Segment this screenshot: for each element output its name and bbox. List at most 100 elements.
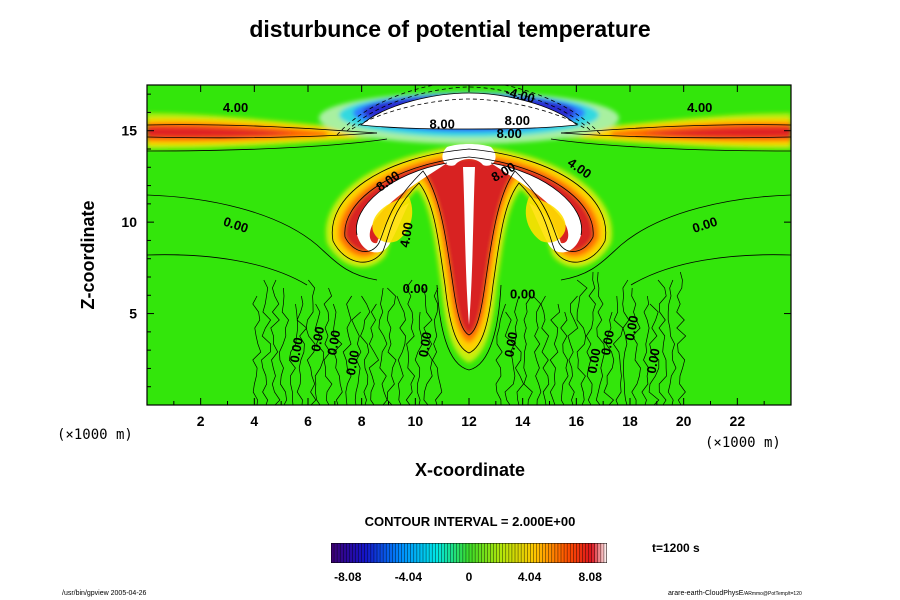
y-axis-unit: (×1000 m): [57, 427, 133, 443]
colorbar-cell: [444, 543, 448, 563]
colorbar-cell: [364, 543, 369, 563]
x-tick-label: 22: [730, 413, 746, 429]
colorbar-cell: [465, 543, 470, 563]
colorbar-cell: [521, 543, 525, 563]
colorbar-cell: [441, 543, 445, 563]
contour-field: -4.004.00 4.008.00 8.008.004.008.00 8.004.0…: [147, 85, 791, 405]
x-tick-label: 20: [676, 413, 692, 429]
colorbar-cell: [389, 543, 393, 563]
y-tick-label: 10: [121, 214, 137, 230]
colorbar-cell: [484, 543, 488, 563]
x-tick-label: 4: [250, 413, 258, 429]
colorbar-cell: [355, 543, 359, 563]
colorbar-cell: [416, 543, 421, 563]
colorbar-cell: [380, 543, 384, 563]
colorbar-cell: [508, 543, 513, 563]
x-tick-label: 6: [304, 413, 312, 429]
colorbar-cell: [597, 543, 602, 563]
colorbar-tick-label: -8.08: [334, 570, 362, 584]
contour-label: 0.00: [403, 281, 428, 296]
x-tick-label: 2: [197, 413, 205, 429]
colorbar-cell: [542, 543, 546, 563]
colorbar-cell: [373, 543, 378, 563]
colorbar-cell: [594, 543, 599, 563]
time-label: t=1200 s: [652, 541, 700, 555]
colorbar-cell: [524, 543, 528, 563]
colorbar-cell: [331, 543, 335, 563]
colorbar-cell: [478, 543, 482, 563]
colorbar: [331, 543, 607, 563]
colorbar-cell: [352, 543, 356, 563]
colorbar-cell: [398, 543, 402, 563]
contour-interval: CONTOUR INTERVAL = 2.000E+00: [364, 514, 576, 529]
colorbar-cell: [413, 543, 418, 563]
colorbar-cell: [423, 543, 427, 563]
y-axis-label: Z-coordinate: [78, 200, 98, 310]
colorbar-cell: [551, 543, 556, 563]
colorbar-cell: [346, 543, 350, 563]
colorbar-cell: [453, 543, 458, 563]
colorbar-cell: [487, 543, 491, 563]
colorbar-cell: [576, 543, 580, 563]
colorbar-cell: [579, 543, 583, 563]
colorbar-cell: [539, 543, 543, 563]
x-axis-label: X-coordinate: [414, 460, 525, 480]
contour-label: 4.00: [223, 100, 248, 115]
colorbar-cell: [511, 543, 516, 563]
colorbar-cell: [490, 543, 494, 563]
colorbar-cell: [518, 543, 522, 563]
colorbar-cell: [527, 543, 531, 563]
colorbar-tick-label: 4.04: [518, 570, 542, 584]
colorbar-cell: [343, 543, 347, 563]
colorbar-cell: [561, 543, 565, 563]
contour-label: 0.00: [510, 287, 535, 302]
contour-label: 8.00: [430, 117, 455, 132]
colorbar-cell: [493, 543, 497, 563]
x-tick-label: 8: [358, 413, 366, 429]
footer-right: arare-earth-CloudPhysE/ARmmo@PotTemp/t=1…: [668, 590, 802, 597]
colorbar-cell: [447, 543, 451, 563]
colorbar-cell: [588, 543, 592, 563]
footer-left: /usr/bin/gpview 2005-04-26: [62, 590, 147, 597]
y-tick-label: 15: [121, 123, 137, 139]
x-tick-label: 12: [461, 413, 477, 429]
x-axis-unit: (×1000 m): [705, 435, 781, 451]
colorbar-cell: [395, 543, 399, 563]
colorbar-tick-label: 8.08: [579, 570, 603, 584]
colorbar-cell: [564, 543, 568, 563]
colorbar-cell: [469, 543, 473, 563]
colorbar-cell: [450, 543, 454, 563]
colorbar-cell: [456, 543, 461, 563]
colorbar-cell: [349, 543, 353, 563]
colorbar-cell: [475, 543, 479, 563]
colorbar-cell: [603, 543, 607, 563]
colorbar-cell: [499, 543, 504, 563]
colorbar-cell: [407, 543, 412, 563]
colorbar-cell: [505, 543, 510, 563]
colorbar-cell: [496, 543, 500, 563]
colorbar-cell: [582, 543, 586, 563]
colorbar-cell: [386, 543, 390, 563]
colorbar-cell: [502, 543, 507, 563]
x-tick-label: 10: [408, 413, 424, 429]
colorbar-tick-label: -4.04: [395, 570, 423, 584]
contour-label: 8.00: [497, 126, 522, 141]
colorbar-cell: [337, 543, 341, 563]
colorbar-cell: [554, 543, 559, 563]
colorbar-cell: [570, 543, 574, 563]
x-tick-label: 18: [622, 413, 638, 429]
colorbar-cell: [515, 543, 519, 563]
colorbar-cell: [334, 543, 338, 563]
chart-title: disturbunce of potential temperature: [249, 16, 651, 42]
colorbar-cell: [585, 543, 589, 563]
colorbar-cell: [438, 543, 442, 563]
colorbar-cell: [361, 543, 366, 563]
colorbar-cell: [567, 543, 571, 563]
colorbar-cell: [392, 543, 396, 563]
colorbar-cell: [462, 543, 467, 563]
colorbar-cell: [600, 543, 605, 563]
colorbar-cell: [426, 543, 430, 563]
colorbar-cell: [591, 543, 596, 563]
colorbar-cell: [557, 543, 562, 563]
colorbar-cell: [548, 543, 553, 563]
